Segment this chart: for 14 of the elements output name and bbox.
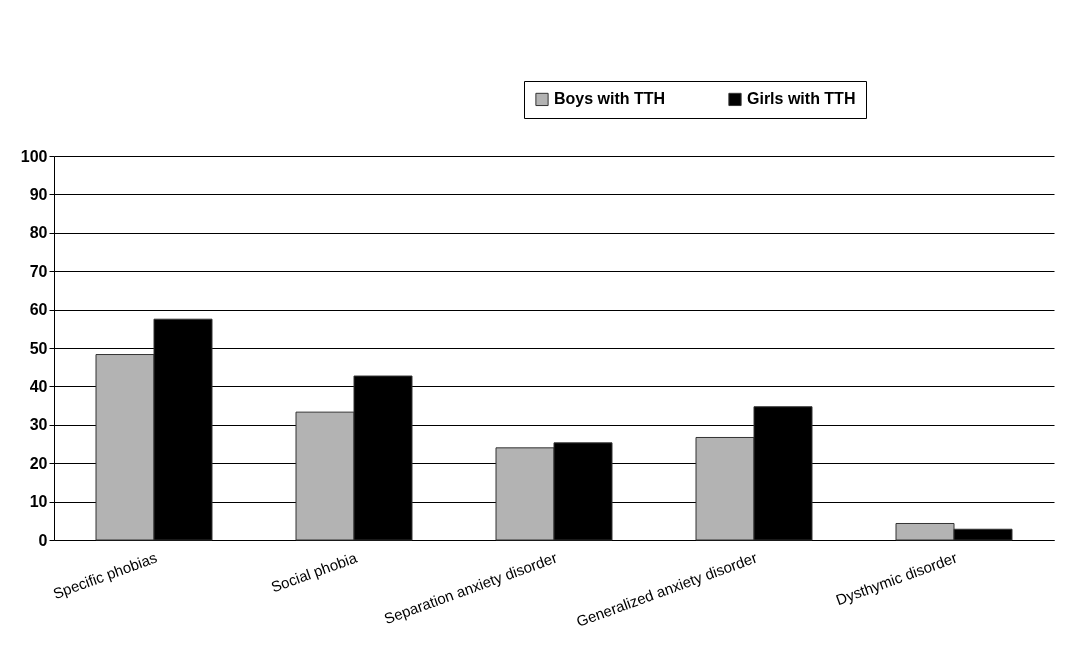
y-tick-label: 50: [29, 339, 48, 357]
y-tick-label: 90: [29, 185, 48, 203]
y-tick-label: 10: [29, 493, 48, 511]
y-tick-label: 60: [29, 301, 48, 319]
y-tick-label: 70: [29, 262, 48, 280]
y-tick-label: 100: [20, 147, 48, 165]
y-tick-label: 0: [38, 531, 48, 549]
y-tick-label: 30: [29, 416, 48, 434]
y-tick-label: 80: [29, 224, 48, 242]
y-tick-label: 40: [29, 377, 48, 395]
x-tick-label: Social phobia: [268, 548, 360, 596]
y-tick-label: 20: [29, 454, 48, 472]
legend-label: Boys with TTH: [554, 90, 666, 108]
legend-label: Girls with TTH: [747, 90, 856, 108]
